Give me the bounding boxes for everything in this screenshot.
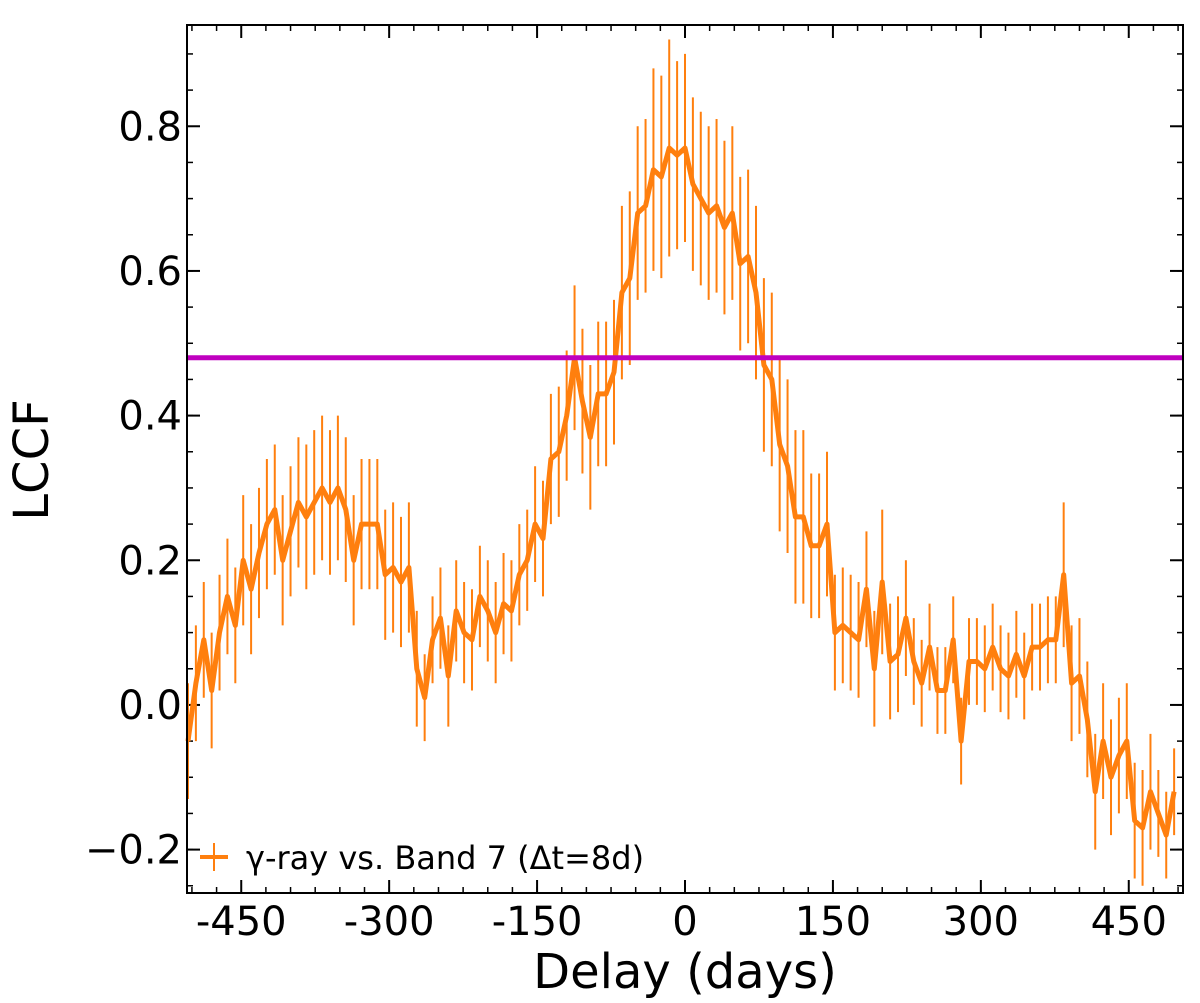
series-layer — [185, 39, 1177, 886]
y-tick-label: 0.8 — [118, 104, 182, 150]
y-axis-label: LCCF — [4, 399, 60, 520]
x-tick-label: 150 — [795, 899, 871, 945]
y-tick-label: 0.0 — [118, 683, 182, 729]
plot-frame — [186, 24, 1184, 894]
tick-labels: -450 -300 -150 0 150 300 450 −0.2 0.0 0.2 0.4 0.6 0.… — [85, 104, 1167, 945]
y-tick-label: 0.4 — [118, 394, 182, 440]
legend: γ-ray vs. Band 7 (Δt=8d) — [200, 839, 644, 877]
x-tick-label: 300 — [943, 899, 1019, 945]
series-group — [185, 39, 1177, 886]
x-tick-label: -150 — [492, 899, 583, 945]
x-tick-label: -450 — [196, 899, 287, 945]
y-tick-label: 0.6 — [118, 249, 182, 295]
y-tick-label: −0.2 — [85, 828, 182, 874]
x-tick-label: 0 — [672, 899, 697, 945]
series-line — [185, 145, 1177, 838]
x-axis-label: Delay (days) — [533, 944, 837, 1000]
y-tick-label: 0.2 — [118, 538, 182, 584]
legend-label: γ-ray vs. Band 7 (Δt=8d) — [246, 839, 644, 877]
major-ticks — [187, 25, 1183, 893]
x-tick-label: 450 — [1091, 899, 1167, 945]
x-tick-label: -300 — [344, 899, 435, 945]
